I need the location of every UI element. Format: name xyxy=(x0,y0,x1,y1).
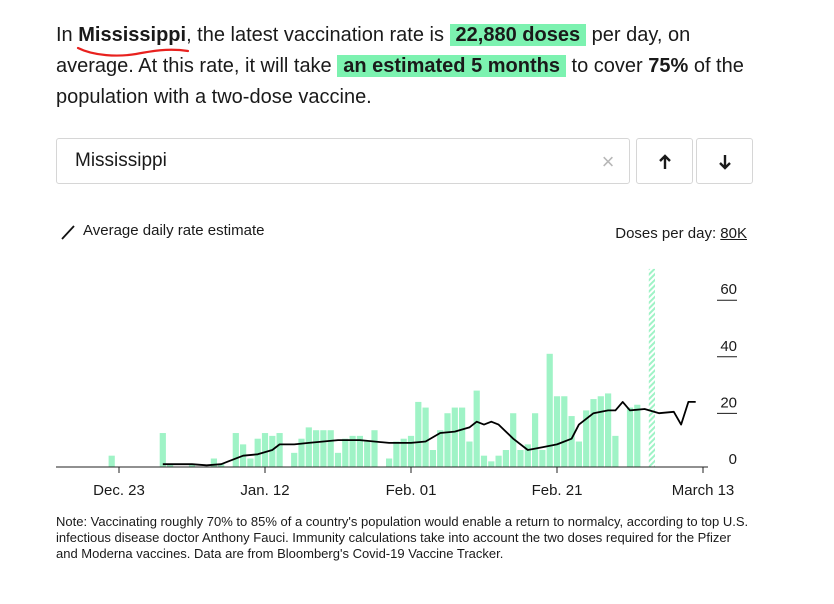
bar xyxy=(437,430,444,467)
headline-text-1: In xyxy=(56,24,79,46)
y-tick-label: 20 xyxy=(720,394,737,411)
bar xyxy=(583,410,590,467)
bar xyxy=(167,464,174,467)
clear-search-button[interactable]: × xyxy=(601,149,615,174)
bar xyxy=(371,430,378,467)
bar xyxy=(298,438,305,467)
state-search-box: × xyxy=(56,138,630,184)
bar xyxy=(502,450,509,467)
bar xyxy=(517,450,524,467)
bar xyxy=(400,438,407,467)
bar xyxy=(393,441,400,467)
bar xyxy=(313,430,320,467)
bar xyxy=(524,444,531,467)
bar xyxy=(407,435,415,467)
previous-state-button[interactable] xyxy=(636,138,693,184)
bar xyxy=(568,416,575,467)
bar xyxy=(612,435,619,467)
rate-highlight: 22,880 doses xyxy=(449,24,587,46)
bar xyxy=(495,455,502,467)
bar xyxy=(232,433,239,467)
x-tick-label: Feb. 01 xyxy=(386,482,437,499)
next-state-button[interactable] xyxy=(696,138,753,184)
bar xyxy=(626,407,634,467)
bar xyxy=(605,393,612,467)
arrow-up-icon xyxy=(659,154,671,169)
headline-text-2: , the latest vaccination rate is xyxy=(186,24,450,46)
legend-label: Average daily rate estimate xyxy=(83,222,265,239)
y-axis-unit-label: Doses per day: 80K xyxy=(615,225,747,242)
bar xyxy=(386,458,393,467)
bar xyxy=(488,461,495,467)
bar xyxy=(532,413,539,467)
bar xyxy=(415,401,422,467)
headline: In Mississippi, the latest vaccination r… xyxy=(56,20,756,113)
arrow-down-icon xyxy=(719,155,731,170)
time-highlight: an estimated 5 months xyxy=(337,55,566,77)
bar xyxy=(473,390,480,467)
bar xyxy=(597,396,604,467)
bar xyxy=(634,404,641,467)
bar xyxy=(429,450,436,467)
average-rate-line xyxy=(162,400,696,467)
bar xyxy=(291,452,298,467)
bar xyxy=(254,438,261,467)
line-legend-icon xyxy=(61,225,75,240)
bar xyxy=(342,438,349,467)
y-tick-label: 40 xyxy=(720,338,737,355)
y-tick-label: 60 xyxy=(720,281,737,298)
bar xyxy=(108,455,115,467)
bar xyxy=(444,413,451,467)
x-tick-label: Jan. 12 xyxy=(240,482,289,499)
state-name: Mississippi xyxy=(78,24,187,46)
bar xyxy=(422,407,429,467)
x-tick-label: Feb. 21 xyxy=(532,482,583,499)
bar xyxy=(159,433,166,467)
bar xyxy=(261,433,269,467)
bar xyxy=(247,458,254,467)
bar xyxy=(466,441,473,467)
x-tick-label: Dec. 23 xyxy=(93,482,145,499)
bar xyxy=(269,435,276,467)
bar xyxy=(188,464,196,467)
headline-text-4: to cover xyxy=(565,55,649,77)
bar xyxy=(459,407,466,467)
y-tick-label: 0 xyxy=(729,451,737,468)
state-search-input[interactable] xyxy=(75,139,575,183)
bar xyxy=(546,353,553,467)
unit-prefix: Doses per day: xyxy=(615,225,721,242)
bar xyxy=(327,430,334,467)
latest-bar xyxy=(648,268,655,467)
footnote: Note: Vaccinating roughly 70% to 85% of … xyxy=(56,514,749,561)
bar xyxy=(539,450,546,467)
bar xyxy=(510,413,517,467)
bar xyxy=(320,430,327,467)
bar xyxy=(364,441,371,467)
bar xyxy=(210,458,217,467)
bar xyxy=(349,435,356,467)
bar xyxy=(480,455,488,467)
bar xyxy=(356,435,363,467)
bar xyxy=(575,441,582,467)
y-axis-max-label: 80K xyxy=(720,225,747,242)
bar xyxy=(218,464,225,467)
headline-text-3: per day, on average. At this rate, it wi… xyxy=(56,24,691,77)
bar xyxy=(334,452,342,467)
bar xyxy=(276,433,283,467)
bar xyxy=(590,399,597,467)
headline-text-5: of the population with a two-dose vaccin… xyxy=(56,55,744,108)
x-tick-label: March 13 xyxy=(672,482,735,499)
coverage-percent: 75% xyxy=(648,55,689,77)
bar xyxy=(305,427,312,467)
bar xyxy=(553,396,561,467)
bar xyxy=(451,407,458,467)
bar xyxy=(561,396,568,467)
